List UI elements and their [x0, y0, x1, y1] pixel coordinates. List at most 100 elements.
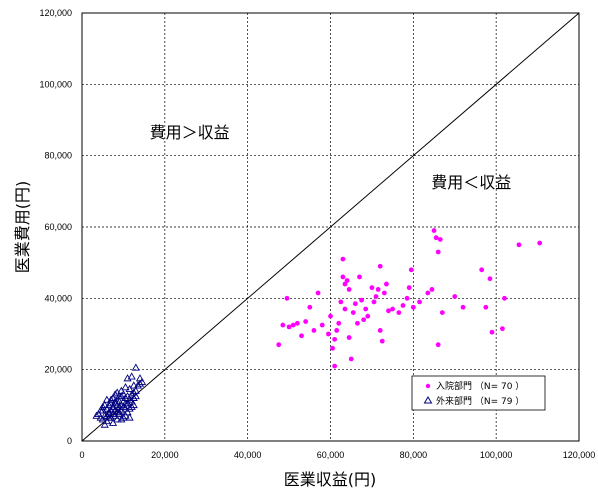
x-tick-label: 20,000 [151, 450, 179, 460]
data-point-outpatient [94, 409, 103, 417]
data-point-outpatient [111, 406, 120, 414]
series-outpatient [92, 363, 147, 428]
data-point-outpatient [115, 397, 124, 405]
x-tick-label: 60,000 [317, 450, 345, 460]
data-point-inpatient [340, 256, 346, 262]
data-point-inpatient [284, 295, 290, 301]
data-point-inpatient [435, 249, 441, 255]
legend-box [411, 375, 546, 411]
data-point-outpatient [98, 402, 107, 410]
x-tick-label: 100,000 [480, 450, 513, 460]
reference-line [81, 12, 580, 442]
data-point-outpatient [129, 388, 138, 396]
data-point-inpatient [369, 285, 375, 291]
y-tick-label: 60,000 [44, 222, 72, 232]
data-point-outpatient [111, 397, 120, 405]
data-point-inpatient [365, 313, 371, 319]
data-point-inpatient [400, 303, 406, 308]
data-point-inpatient [359, 297, 364, 303]
data-point-inpatient [431, 228, 437, 233]
data-point-inpatient [350, 310, 356, 315]
data-point-inpatient [342, 306, 348, 312]
data-point-outpatient [133, 381, 142, 389]
data-point-inpatient [396, 310, 402, 315]
annotation-cost-greater: 費用＞収益 [150, 123, 230, 142]
legend-marker-inpatient [425, 383, 431, 389]
data-point-outpatient [121, 383, 130, 391]
data-point-outpatient [127, 372, 136, 380]
data-point-inpatient [410, 304, 416, 310]
data-point-inpatient [352, 301, 358, 307]
data-point-inpatient [377, 263, 383, 269]
data-point-outpatient [131, 392, 140, 400]
data-point-inpatient [361, 317, 367, 323]
data-point-outpatient [108, 393, 118, 401]
data-point-outpatient [127, 397, 136, 405]
data-point-outpatient [115, 408, 124, 416]
data-point-outpatient [119, 402, 128, 410]
data-point-inpatient [315, 290, 321, 296]
data-point-inpatient [319, 322, 325, 328]
data-point-inpatient [340, 274, 346, 280]
data-point-inpatient [276, 342, 282, 348]
data-point-outpatient [129, 393, 138, 401]
data-point-inpatient [404, 295, 410, 301]
x-tick-label: 0 [79, 450, 84, 460]
data-point-outpatient [125, 404, 134, 412]
data-point-inpatient [429, 287, 435, 292]
data-point-inpatient [499, 326, 505, 332]
data-point-inpatient [342, 281, 348, 287]
data-point-inpatient [299, 333, 304, 339]
data-point-outpatient [117, 392, 126, 400]
data-point-inpatient [332, 363, 338, 369]
data-point-inpatient [425, 290, 431, 296]
data-point-inpatient [344, 278, 350, 283]
data-point-outpatient [102, 395, 111, 403]
y-tick-label: 100,000 [39, 79, 72, 89]
legend-label-outpatient: 外来部門 （N= 79 ） [436, 395, 524, 407]
y-tick-label: 80,000 [44, 151, 72, 161]
data-point-inpatient [439, 310, 445, 315]
y-tick-labels: 0 20,000 40,000 60,000 80,000 100,000 120,000 [39, 8, 72, 446]
data-point-outpatient [92, 411, 101, 419]
data-point-outpatient [111, 390, 120, 398]
data-point-inpatient [379, 338, 385, 344]
data-point-outpatient [129, 381, 138, 389]
data-point-outpatient [125, 413, 134, 421]
data-point-outpatient [98, 415, 107, 423]
data-point-outpatient [137, 377, 147, 385]
series-inpatient [276, 228, 543, 369]
data-point-inpatient [326, 331, 331, 337]
data-point-outpatient [100, 420, 109, 428]
data-point-inpatient [346, 335, 352, 340]
data-point-inpatient [346, 287, 352, 292]
y-tick-label: 0 [67, 436, 72, 446]
data-point-inpatient [381, 290, 387, 296]
y-tick-label: 40,000 [44, 293, 72, 303]
data-point-inpatient [435, 342, 441, 348]
legend: 入院部門 （N= 70 ） 外来部門 （N= 79 ） [411, 375, 546, 411]
data-point-inpatient [384, 281, 389, 287]
annotation-revenue-greater: 費用＜収益 [431, 173, 511, 192]
data-point-outpatient [113, 415, 122, 423]
data-point-inpatient [328, 313, 333, 319]
data-point-inpatient [348, 356, 354, 362]
data-point-inpatient [377, 328, 383, 333]
x-tick-label: 40,000 [234, 450, 262, 460]
data-point-outpatient [117, 415, 126, 423]
data-point-inpatient [479, 267, 485, 273]
data-point-inpatient [437, 237, 443, 242]
data-point-inpatient [336, 320, 342, 326]
x-axis-title: 医業収益(円) [284, 470, 377, 489]
data-point-outpatient [106, 395, 116, 403]
data-point-inpatient [338, 299, 344, 305]
data-point-inpatient [286, 324, 292, 330]
data-point-outpatient [113, 388, 122, 396]
data-point-outpatient [123, 408, 132, 416]
data-point-outpatient [135, 379, 145, 387]
data-point-inpatient [483, 304, 489, 310]
data-point-outpatient [108, 409, 118, 417]
legend-marker-outpatient [423, 396, 433, 404]
data-point-inpatient [408, 267, 414, 273]
